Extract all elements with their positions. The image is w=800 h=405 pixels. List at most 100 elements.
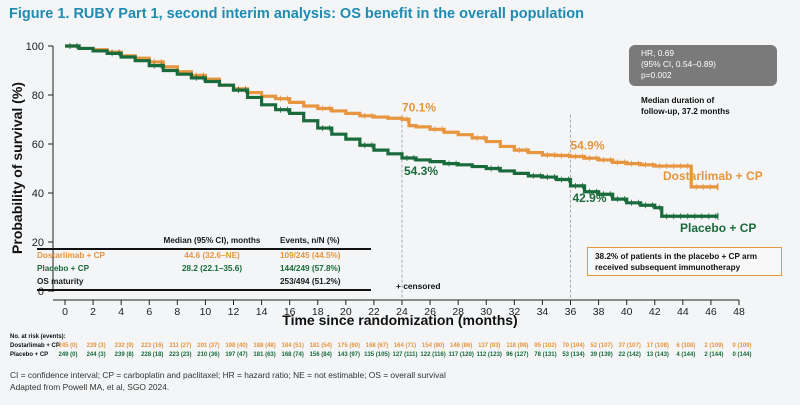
header-events: Events, n/N (%) bbox=[280, 236, 340, 245]
y-axis-label: Probability of survival (%) bbox=[9, 82, 25, 254]
at-risk-cell: 156 (84) bbox=[309, 352, 332, 358]
at-risk-cell: 154 (80) bbox=[421, 343, 445, 349]
curve-dostarlimab bbox=[65, 44, 718, 189]
row-label: Dostarlimab + CP bbox=[37, 251, 106, 260]
at-risk-cell: 96 (127) bbox=[506, 352, 529, 358]
footnote: CI = confidence interval; CP = carboplat… bbox=[10, 369, 446, 393]
y-tick-label: 20 bbox=[32, 237, 44, 249]
annotations: 70.1% 54.9% 54.3% 42.9% bbox=[402, 100, 607, 205]
reference-lines bbox=[401, 114, 571, 300]
at-risk-label-placebo: Placebo + CP bbox=[10, 352, 49, 358]
at-risk-cell: 117 (120) bbox=[448, 352, 474, 358]
y-tick-label: 100 bbox=[26, 41, 44, 53]
table-row: Dostarlimab + CP 44.6 (32.6–NE) 109/245 … bbox=[37, 251, 371, 263]
at-risk-cell: 6 (108) bbox=[676, 343, 696, 349]
y-tick-label: 40 bbox=[32, 188, 44, 200]
at-risk-cell: 0 (109) bbox=[732, 343, 752, 349]
at-risk-cell: 137 (93) bbox=[478, 343, 501, 349]
curve-placebo bbox=[65, 44, 718, 218]
at-risk-cell: 175 (60) bbox=[337, 343, 361, 349]
annotation-54-3pct: 54.3% bbox=[404, 164, 438, 178]
at-risk-cell: 78 (131) bbox=[534, 352, 557, 358]
x-tick-label: 24 bbox=[396, 306, 408, 318]
at-risk-cell: 135 (105) bbox=[364, 352, 390, 358]
at-risk-cell: 52 (107) bbox=[590, 343, 613, 349]
note-line-1: 38.2% of patients in the placebo + CP ar… bbox=[595, 252, 758, 261]
x-axis-label: Time since randomization (months) bbox=[282, 312, 517, 328]
at-risk-cell: 164 (71) bbox=[393, 343, 417, 349]
x-tick-label: 26 bbox=[424, 306, 436, 318]
hazard-ratio-box: HR, 0.69 (95% CI, 0.54–0.89) p=0.002 bbox=[629, 45, 777, 86]
x-tick-label: 16 bbox=[284, 306, 296, 318]
x-tick-label: 42 bbox=[649, 306, 661, 318]
immunotherapy-note: 38.2% of patients in the placebo + CP ar… bbox=[587, 247, 782, 276]
at-risk-cell: 70 (104) bbox=[562, 343, 585, 349]
x-tick-label: 34 bbox=[537, 306, 549, 318]
at-risk-cell: 223 (16) bbox=[141, 343, 164, 349]
at-risk-cell: 118 (98) bbox=[506, 343, 529, 349]
at-risk-cell: 2 (144) bbox=[704, 352, 724, 358]
at-risk-cell: 2 (109) bbox=[704, 343, 724, 349]
annotation-42-9pct: 42.9% bbox=[573, 191, 607, 205]
at-risk-cell: 228 (18) bbox=[141, 352, 164, 358]
at-risk-cell: 37 (107) bbox=[618, 343, 641, 349]
x-tick-label: 44 bbox=[677, 306, 689, 318]
x-tick-label: 38 bbox=[593, 306, 605, 318]
row-events: 109/245 (44.5%) bbox=[280, 251, 341, 260]
table-bottom-rule bbox=[37, 289, 371, 291]
x-tick-label: 10 bbox=[200, 306, 212, 318]
row-label: OS maturity bbox=[37, 277, 84, 286]
at-risk-cell: 181 (63) bbox=[253, 352, 276, 358]
y-tick-label: 80 bbox=[32, 90, 44, 102]
x-tick-label: 40 bbox=[621, 306, 633, 318]
at-risk-cell: 168 (74) bbox=[281, 352, 304, 358]
at-risk-title: No. at risk (events): bbox=[10, 334, 66, 340]
table-top-rule bbox=[37, 248, 371, 250]
header-median: Median (95% CI), months bbox=[163, 236, 261, 245]
x-tick-label: 12 bbox=[228, 306, 240, 318]
censored-label: + censored bbox=[396, 281, 440, 291]
at-risk-cell: 223 (23) bbox=[169, 352, 192, 358]
at-risk-cell: 249 (0) bbox=[58, 352, 78, 358]
at-risk-cell: 146 (86) bbox=[449, 343, 473, 349]
x-tick-label: 18 bbox=[312, 306, 324, 318]
x-tick-label: 6 bbox=[146, 306, 152, 318]
x-tick-label: 14 bbox=[256, 306, 268, 318]
at-risk-cell: 13 (143) bbox=[646, 352, 669, 358]
at-risk-cell: 201 (37) bbox=[197, 343, 220, 349]
x-tick-label: 8 bbox=[174, 306, 180, 318]
x-tick-label: 4 bbox=[118, 306, 124, 318]
footnote-abbreviations: CI = confidence interval; CP = carboplat… bbox=[10, 370, 446, 380]
x-tick-label: 0 bbox=[62, 306, 68, 318]
at-risk-cell: 17 (108) bbox=[646, 343, 669, 349]
at-risk-cell: 143 (97) bbox=[337, 352, 361, 358]
x-tick-label: 28 bbox=[452, 306, 464, 318]
legend-placebo: Placebo + CP bbox=[680, 221, 756, 235]
at-risk-cell: 211 (27) bbox=[169, 343, 192, 349]
table-row: Placebo + CP 28.2 (22.1–35.6) 144/249 (5… bbox=[37, 264, 371, 276]
hr-pvalue: p=0.002 bbox=[641, 70, 672, 80]
at-risk-cell: 95 (102) bbox=[534, 343, 557, 349]
note-line-2: received subsequent immunotherapy bbox=[595, 263, 741, 272]
at-risk-cell: 127 (111) bbox=[392, 352, 418, 358]
table-row: OS maturity 253/494 (51.2%) bbox=[37, 277, 371, 289]
row-events: 144/249 (57.8%) bbox=[280, 264, 341, 273]
row-median: 44.6 (32.6–NE) bbox=[184, 251, 240, 260]
x-tick-label: 48 bbox=[733, 306, 745, 318]
legend-dostarlimab: Dostarlimab + CP bbox=[663, 169, 763, 183]
survival-curves bbox=[65, 43, 719, 220]
at-risk-label-dostarlimab: Dostarlimab + CP bbox=[10, 343, 60, 349]
hr-ci: (95% CI, 0.54–0.89) bbox=[641, 59, 716, 69]
at-risk-cell: 188 (48) bbox=[253, 343, 276, 349]
at-risk-cell: 0 (144) bbox=[732, 352, 752, 358]
at-risk-cell: 112 (123) bbox=[476, 352, 502, 358]
at-risk-cell: 184 (51) bbox=[281, 343, 304, 349]
at-risk-cell: 22 (142) bbox=[618, 352, 641, 358]
x-tick-label: 22 bbox=[368, 306, 380, 318]
at-risk-cell: 168 (67) bbox=[365, 343, 389, 349]
at-risk-cell: 197 (47) bbox=[225, 352, 248, 358]
y-tick-label: 60 bbox=[32, 139, 44, 151]
footnote-source: Adapted from Powell MA, et al, SGO 2024. bbox=[10, 382, 170, 392]
